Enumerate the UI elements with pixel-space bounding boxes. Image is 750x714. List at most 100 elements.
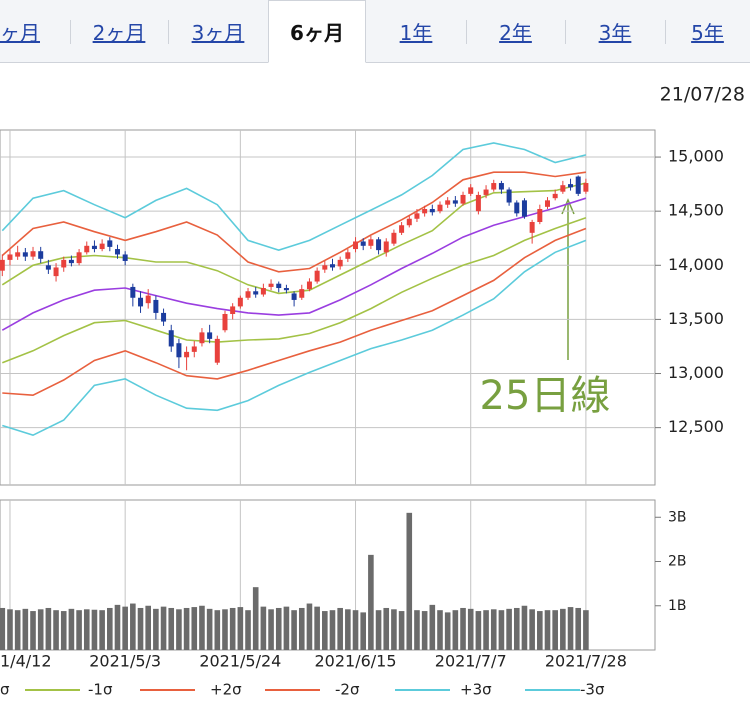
annotation: 25日線	[480, 373, 611, 419]
period-tab[interactable]: 2年	[466, 0, 565, 62]
volume-bar	[537, 611, 543, 650]
candle-body	[429, 209, 435, 213]
period-tab[interactable]: 1年	[399, 20, 433, 45]
volume-bar	[383, 607, 390, 650]
volume-bar	[444, 612, 451, 650]
candle-body	[176, 343, 182, 358]
candle-body	[322, 265, 328, 270]
volume-bar	[298, 607, 305, 650]
candle-body	[276, 283, 282, 289]
candle-body	[568, 184, 574, 188]
volume-bar	[513, 607, 520, 650]
volume-bar	[583, 610, 589, 650]
candle-body	[107, 240, 113, 247]
volume-bar	[99, 610, 105, 650]
volume-bar	[191, 607, 198, 650]
candle-body	[230, 306, 236, 314]
volume-bar	[268, 609, 274, 650]
candle-body	[283, 288, 289, 291]
candle-body	[237, 297, 243, 307]
candle-body	[437, 204, 443, 212]
volume-bar	[529, 609, 535, 650]
candle-body	[268, 283, 274, 287]
legend-label: σ	[0, 681, 10, 699]
candle-body	[222, 313, 228, 331]
volume-bar	[0, 607, 6, 650]
candle-body	[38, 251, 44, 259]
candle-body	[61, 259, 67, 268]
candle-body	[153, 299, 159, 313]
volume-bar	[368, 554, 374, 650]
candle-body	[199, 332, 205, 344]
candle-body	[552, 193, 558, 199]
volume-bar	[45, 607, 52, 650]
candle-body	[383, 241, 389, 253]
period-tab[interactable]: 3ヶ月	[168, 0, 268, 62]
candle-body	[337, 259, 343, 267]
volume-bar	[83, 609, 90, 650]
band-line	[2, 216, 587, 364]
volume-bar	[7, 609, 13, 650]
volume-bar	[160, 606, 167, 650]
volume-bar	[337, 607, 343, 650]
volume-bar	[275, 607, 282, 650]
volume-bar	[206, 608, 213, 650]
volume-bar	[552, 610, 558, 650]
candle-body	[521, 200, 527, 217]
volume-bar	[314, 606, 320, 650]
volume-bar	[429, 604, 436, 650]
candle-body	[68, 259, 74, 264]
volume-bar	[237, 607, 244, 650]
period-tab[interactable]: 6ヶ月	[268, 0, 366, 63]
legend-label: +2σ	[210, 681, 242, 699]
volume-bar	[375, 610, 382, 650]
band-line	[1, 171, 587, 273]
candle-body	[529, 221, 535, 233]
candle-body	[245, 291, 251, 298]
candle-body	[368, 239, 374, 246]
band-line	[2, 239, 587, 437]
candle-body	[483, 189, 489, 195]
candle-body	[30, 251, 36, 257]
volume-bar	[352, 610, 359, 650]
period-tab[interactable]: 2ヶ月	[70, 0, 168, 62]
main-plot-frame	[0, 129, 656, 486]
candle-body	[399, 225, 405, 233]
x-tick-label: 2021/5/3	[89, 652, 161, 671]
volume-bar	[421, 611, 428, 650]
y-tick-label: 14,000	[668, 255, 724, 274]
candle-body	[314, 270, 320, 282]
volume-bar	[37, 609, 44, 650]
candle-body	[560, 185, 566, 192]
candle-body	[22, 252, 28, 257]
candle-body	[260, 288, 266, 295]
volume-bar	[76, 610, 82, 650]
candle-body	[498, 183, 504, 190]
period-tab[interactable]: 3年	[565, 0, 665, 62]
x-tick-label: 1/4/12	[0, 652, 52, 671]
candle-body	[306, 281, 312, 290]
volume-bar	[229, 607, 236, 650]
volume-bar	[30, 611, 36, 650]
period-tab[interactable]: ヶ月	[0, 20, 40, 45]
volume-bar	[406, 512, 413, 650]
period-tab[interactable]: 5年	[665, 0, 750, 62]
candle-body	[168, 330, 174, 347]
volume-bar	[14, 610, 21, 650]
volume-bar	[452, 610, 459, 650]
volume-bar	[91, 609, 98, 650]
band-line	[1, 197, 587, 331]
candle-body	[391, 232, 397, 244]
volume-bar	[498, 610, 505, 650]
candle-body	[353, 241, 359, 250]
volume-bar	[490, 609, 497, 650]
candle-body	[460, 194, 466, 204]
candle-body	[191, 346, 197, 352]
volume-bar	[60, 611, 67, 650]
volume-bar	[145, 605, 152, 650]
x-tick-label: 2021/7/28	[545, 652, 627, 671]
candle-body	[299, 289, 305, 298]
y-tick-label: 1B	[668, 598, 687, 614]
volume-bar	[176, 609, 182, 650]
